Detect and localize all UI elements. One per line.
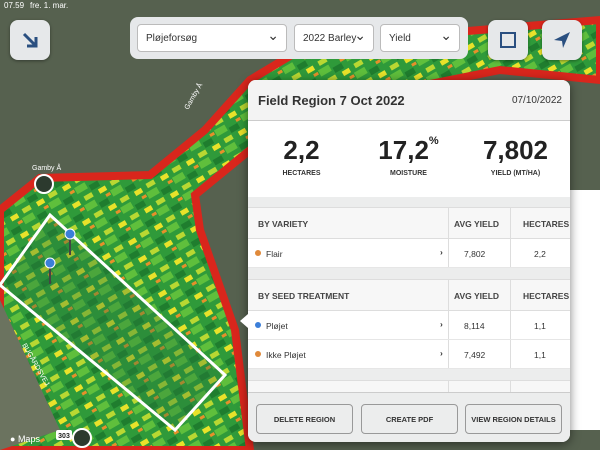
chevron: › (440, 319, 443, 329)
column-divider (510, 208, 511, 238)
column-divider (510, 311, 511, 339)
column-divider (510, 239, 511, 267)
poi-icon[interactable] (34, 174, 54, 194)
collapse-button[interactable] (10, 20, 50, 60)
field-dropdown[interactable]: Pløjeforsøg (137, 21, 287, 52)
avg-yield: 7,802 (464, 249, 486, 259)
stat-label: MOISTURE (390, 170, 427, 177)
stats (248, 121, 570, 197)
panel-pointer (240, 314, 248, 328)
avg-yield: 7,492 (464, 350, 486, 360)
hectares: 1,1 (534, 321, 546, 331)
details-button[interactable]: VIEW REGION DETAILS (465, 404, 562, 434)
pdf-button[interactable]: CREATE PDF (361, 404, 458, 434)
fit-button[interactable] (488, 20, 528, 60)
chevron: › (440, 247, 443, 257)
column-divider (448, 239, 449, 267)
column-divider (510, 340, 511, 368)
hectares: 1,1 (534, 350, 546, 360)
stat-value: 7,802 (482, 135, 549, 165)
section-title: BY SEED TREATMENT (258, 291, 350, 301)
table-section: BY SEED TREATMENT AVG YIELD HECTARES Pløjet… (248, 279, 570, 369)
column-divider (510, 280, 511, 310)
section-title: BY VARIETY (258, 219, 309, 229)
delete-button[interactable]: DELETE REGION (256, 404, 353, 434)
stat: 2,2 HECTARES (248, 135, 355, 177)
attribution-text: Maps (18, 434, 41, 444)
column-divider (448, 280, 449, 310)
column-header: HECTARES (523, 219, 570, 229)
pin[interactable] (64, 228, 76, 240)
stat-value: 17,2 (378, 135, 429, 165)
variety-dot (255, 322, 261, 328)
stat: 17,2% MOISTURE (355, 135, 462, 177)
chevron: › (440, 348, 443, 358)
locate-icon (554, 32, 570, 48)
column-divider (448, 208, 449, 238)
table-section: BY VARIETY AVG YIELD HECTARES Flair › 7,802 2,… (248, 207, 570, 268)
fit-icon (500, 32, 516, 48)
panel-date: 07/10/2022 (511, 95, 562, 106)
road-area (0, 300, 60, 450)
stat-label: YIELD (MT/HA) (490, 170, 541, 177)
road-sign (56, 430, 72, 440)
layer-dropdown[interactable]: Yield (380, 21, 460, 52)
table-row[interactable]: Ikke Pløjet › 7,492 1,1 (248, 340, 570, 369)
arrow-icon (22, 32, 38, 48)
stat-label: HECTARES (282, 170, 321, 177)
column-header: AVG YIELD (454, 291, 500, 301)
pin[interactable] (44, 257, 56, 269)
variety-dot (255, 250, 261, 256)
road-sign-label: 303 (58, 433, 70, 440)
column-divider (448, 340, 449, 368)
poi-icon[interactable] (72, 428, 92, 448)
section-header: BY VARIETY AVG YIELD HECTARES (248, 208, 570, 239)
map-label: Gamby Å (32, 163, 62, 172)
section-header: BY SEED TREATMENT AVG YIELD HECTARES (248, 280, 570, 311)
region-outline[interactable] (0, 212, 228, 433)
column-divider (448, 311, 449, 339)
status-time: 07.59 (4, 1, 25, 10)
table-row[interactable]: Flair › 7,802 2,2 (248, 239, 570, 268)
row-name: Pløjet (266, 321, 288, 331)
season-dropdown[interactable]: 2022 Barley (294, 21, 374, 52)
stat-unit: % (428, 135, 439, 147)
stat-value: 2,2 (283, 135, 320, 165)
table-row[interactable]: Pløjet › 8,114 1,1 (248, 311, 570, 340)
map-attribution: ● Maps (10, 434, 40, 444)
panel-title: Field Region 7 Oct 2022 (258, 93, 405, 108)
column-header: HECTARES (523, 291, 570, 301)
yield-layer (0, 15, 600, 450)
stat: 7,802 YIELD (MT/HA) (462, 135, 569, 177)
row-name: Ikke Pløjet (266, 350, 306, 360)
hectares: 2,2 (534, 249, 546, 259)
panel-header: Field Region 7 Oct 2022 07/10/2022 (248, 80, 570, 121)
variety-dot (255, 351, 261, 357)
status-date: fre. 1. mar. (30, 1, 69, 10)
side-table-edge (570, 190, 600, 430)
locate-button[interactable] (542, 20, 582, 60)
avg-yield: 8,114 (464, 321, 485, 331)
region-panel: Field Region 7 Oct 2022 07/10/2022 2,2 HE… (248, 80, 570, 442)
column-header: AVG YIELD (454, 219, 500, 229)
row-name: Flair (266, 249, 283, 259)
